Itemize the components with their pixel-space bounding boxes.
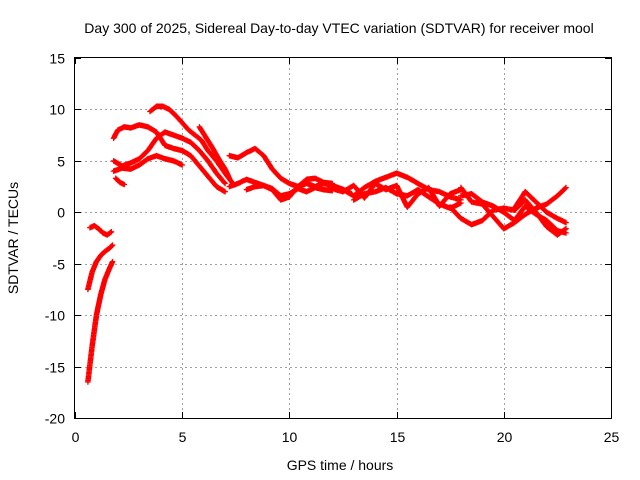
x-tick-label: 20	[497, 429, 513, 445]
marker-trail	[226, 145, 336, 190]
series-track-j	[226, 145, 336, 190]
marker-trail	[110, 152, 185, 174]
y-tick-label: 15	[49, 51, 65, 67]
axes-ticks: 0 5 10 15 20 25 -20 -15 -10 -5 0 5 10 15	[45, 51, 620, 446]
x-tick-label: 5	[179, 429, 187, 445]
series-track-f	[110, 152, 185, 174]
series-track-l	[243, 182, 336, 199]
series-track-c	[87, 222, 115, 238]
data-marks	[85, 103, 569, 385]
x-tick-label: 10	[282, 429, 298, 445]
marker-trail	[87, 222, 115, 238]
marker-trail	[85, 258, 116, 385]
x-tick-label: 25	[604, 429, 620, 445]
y-tick-label: 10	[49, 102, 65, 118]
series-track-r	[458, 191, 569, 236]
series-track-s	[511, 188, 569, 226]
y-tick-label: 0	[57, 205, 65, 221]
chart-title: Day 300 of 2025, Sidereal Day-to-day VTE…	[84, 20, 593, 36]
marker-trail	[112, 175, 128, 188]
y-axis-label: SDTVAR / TECUs	[5, 182, 21, 294]
marker-trail	[110, 122, 228, 195]
marker-trail	[511, 188, 569, 226]
x-tick-label: 15	[390, 429, 406, 445]
x-tick-label: 0	[72, 429, 80, 445]
series-track-i	[196, 124, 233, 182]
marker-trail	[243, 182, 336, 199]
y-tick-label: -20	[45, 411, 65, 427]
series-track-h	[112, 175, 128, 188]
y-tick-label: 5	[57, 154, 65, 170]
marker-trail	[85, 242, 116, 293]
marker-trail	[110, 129, 228, 187]
series-track-e	[110, 129, 228, 187]
marker-trail	[458, 191, 569, 236]
x-axis-label: GPS time / hours	[287, 457, 394, 473]
y-tick-label: -5	[53, 257, 66, 273]
marker-trail	[196, 124, 233, 182]
y-tick-label: -10	[45, 308, 65, 324]
series-track-b	[85, 242, 116, 293]
y-tick-label: -15	[45, 360, 65, 376]
series-track-d	[110, 122, 228, 195]
plot-frame	[74, 57, 612, 419]
series-track-a	[85, 258, 116, 385]
